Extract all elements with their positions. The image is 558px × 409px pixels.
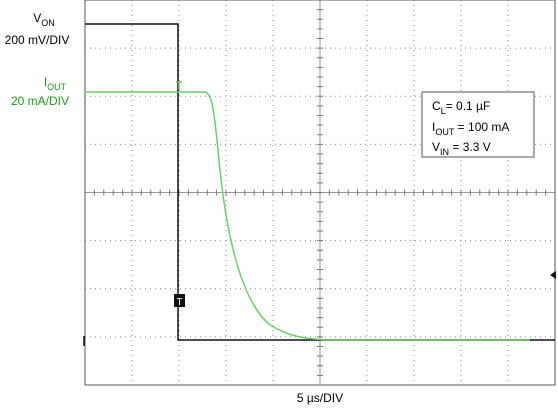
- channel-1-name: VON: [33, 11, 55, 28]
- cond-sub: OUT: [435, 127, 455, 137]
- channel-2-name: IOUT: [44, 75, 67, 92]
- cond-main: I: [432, 120, 435, 134]
- label-sub: ON: [41, 18, 55, 28]
- cond-sub: L: [441, 106, 446, 116]
- channel-2-scale: 20 mA/DIV: [11, 94, 69, 108]
- cond-main: C: [432, 99, 441, 113]
- label-sub: OUT: [47, 82, 67, 92]
- trigger-marker: [174, 294, 185, 307]
- conditions-box: [421, 91, 535, 158]
- cond-rest: = 100 mA: [454, 120, 509, 134]
- cond-rest: = 3.3 V: [449, 140, 491, 154]
- condition: IOUT = 100 mA: [432, 120, 509, 137]
- iout-trace: [85, 91, 530, 341]
- cond-main: V: [432, 140, 440, 154]
- condition: VIN = 3.3 V: [432, 140, 491, 157]
- graticule: [84, 0, 556, 386]
- cond-rest: = 0.1 µF: [446, 99, 491, 113]
- cond-sub: IN: [440, 147, 449, 157]
- trigger-level-arrow: [550, 271, 556, 279]
- label-main: I: [44, 75, 47, 89]
- iout-marker: [176, 81, 182, 90]
- condition: CL= 0.1 µF: [432, 99, 490, 116]
- channel-1-scale: 200 mV/DIV: [5, 33, 70, 47]
- trigger-label: T: [176, 297, 182, 308]
- label-main: V: [33, 11, 41, 25]
- time-scale: 5 µs/DIV: [297, 391, 343, 405]
- plot-frame: [84, 0, 556, 386]
